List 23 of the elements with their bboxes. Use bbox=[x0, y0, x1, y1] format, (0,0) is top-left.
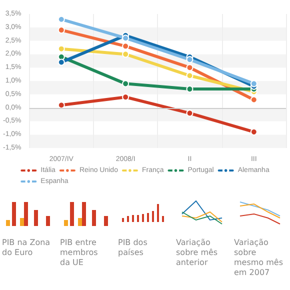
point bbox=[58, 102, 65, 109]
point bbox=[58, 16, 65, 23]
point bbox=[122, 94, 130, 101]
point bbox=[186, 56, 194, 64]
text: Variação sobre mês anterior bbox=[176, 238, 219, 268]
text: Variação sobre mesmo mês em 2007 bbox=[234, 238, 284, 278]
point bbox=[250, 96, 258, 104]
point bbox=[58, 45, 65, 52]
point bbox=[250, 128, 258, 136]
point bbox=[122, 80, 130, 88]
text: PIB entre membros da UE bbox=[60, 238, 99, 268]
text: PIB dos países bbox=[118, 238, 148, 258]
point bbox=[122, 42, 130, 50]
point bbox=[250, 80, 258, 88]
point bbox=[122, 50, 130, 58]
point bbox=[186, 72, 194, 80]
text: PIB na Zona do Euro bbox=[2, 238, 52, 258]
point bbox=[186, 86, 194, 93]
point bbox=[58, 58, 65, 66]
point bbox=[186, 110, 194, 117]
point bbox=[122, 34, 130, 42]
point bbox=[186, 64, 194, 72]
point bbox=[58, 26, 65, 34]
